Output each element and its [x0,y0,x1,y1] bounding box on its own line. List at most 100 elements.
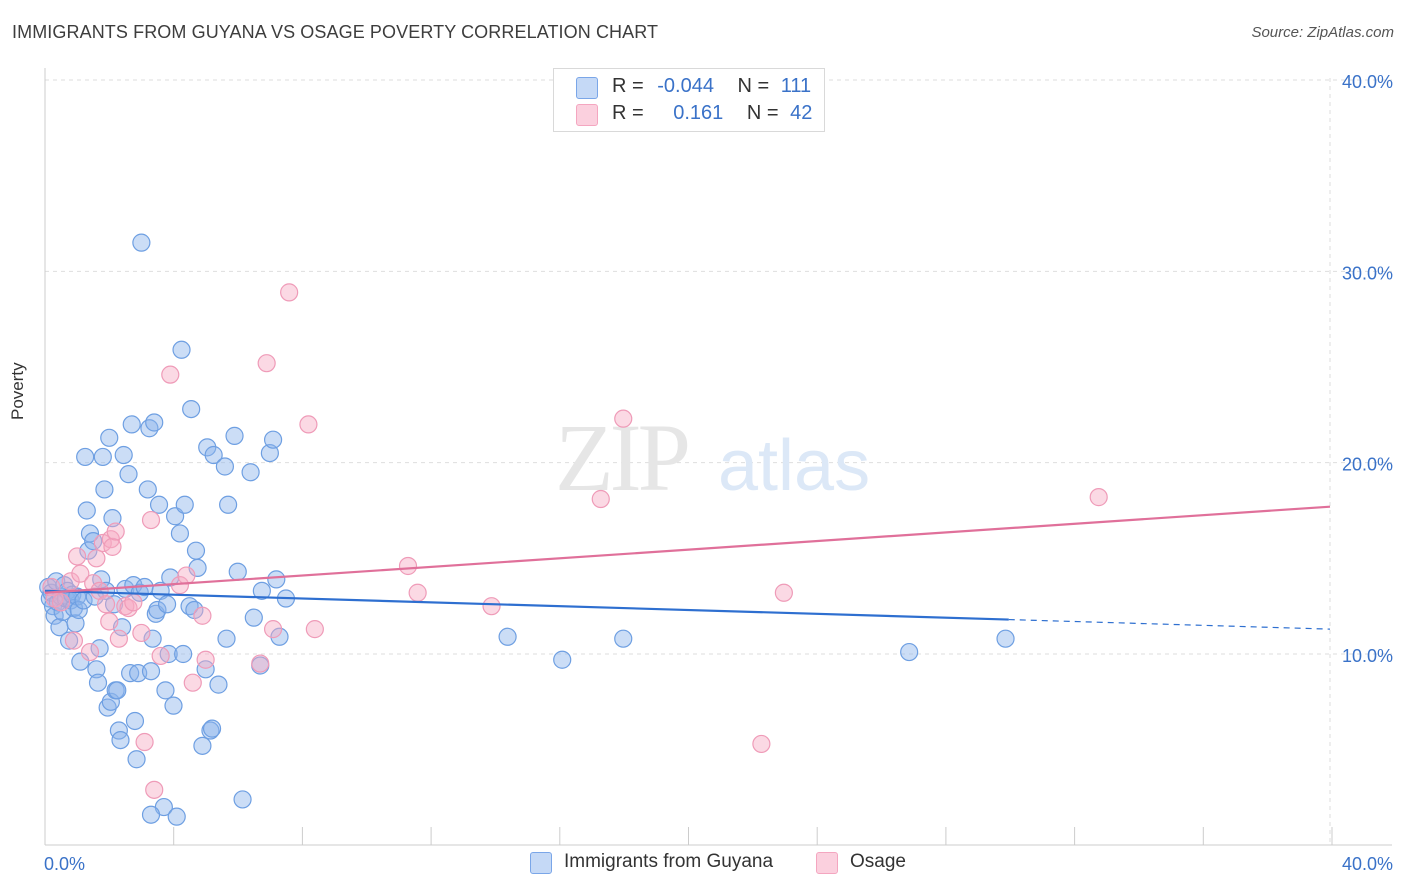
point-guyana [174,644,193,664]
watermark: ZIP atlas [555,404,870,511]
point-guyana [219,495,238,514]
legend-stats: R = -0.044 N = 111 R = 0.161 N = 42 [553,68,825,132]
point-osage [408,583,427,602]
point-guyana [217,629,236,648]
point-osage [193,606,212,625]
point-guyana [108,681,127,700]
source-label: Source: ZipAtlas.com [1251,24,1394,41]
legend-swatch-guyana [530,852,552,874]
legend-swatch-osage [576,104,598,126]
legend-r-label: R = [612,75,644,97]
point-guyana [103,509,122,528]
point-guyana [141,662,161,681]
point-guyana [164,696,183,715]
point-osage [96,595,116,614]
point-guyana [186,541,206,560]
series-osage [42,283,1108,799]
point-osage [151,646,170,666]
watermark-atlas: atlas [718,426,870,506]
point-osage [141,510,161,530]
point-osage [161,365,180,384]
point-guyana [156,681,175,700]
series-guyana [39,233,1015,826]
point-guyana [71,652,90,671]
chart-title: IMMIGRANTS FROM GUYANA VS OSAGE POVERTY … [12,22,659,42]
point-guyana [233,790,252,809]
point-guyana [209,675,228,694]
point-osage [614,409,633,428]
legend-swatch-osage [816,852,838,874]
x-tick-label: 0.0% [44,854,85,874]
grid-lines [45,78,1392,845]
point-guyana [87,660,106,679]
watermark-zip: ZIP [555,404,688,511]
point-osage [135,732,154,752]
point-osage [119,598,138,618]
point-osage [100,612,119,631]
trend-line-guyana-extension [1008,618,1331,630]
point-guyana [125,711,145,731]
point-guyana [111,730,130,750]
point-osage [51,593,71,612]
point-osage [103,537,122,556]
point-guyana [76,447,95,467]
x-tick-label: 40.0% [1342,854,1393,874]
point-guyana [90,639,109,658]
y-tick-label: 10.0% [1342,646,1393,666]
point-osage [64,631,84,650]
point-osage [591,489,610,509]
y-tick-label: 20.0% [1342,455,1393,475]
axes [44,68,1392,846]
legend-r-label: R = [612,102,644,124]
point-guyana [244,608,263,627]
point-guyana [119,465,138,484]
legend-swatch-guyana [576,77,598,99]
point-guyana [215,457,234,476]
point-osage [251,654,270,673]
point-osage [61,572,80,591]
point-guyana [900,642,919,662]
point-guyana [114,445,133,465]
point-osage [68,547,87,566]
point-osage [145,780,164,799]
point-guyana [59,631,79,650]
point-guyana [996,629,1015,648]
point-guyana [161,568,180,587]
point-guyana [141,805,161,824]
point-guyana [88,673,108,692]
point-guyana [498,627,517,646]
legend-label-osage: Osage [850,851,906,872]
point-guyana [225,426,244,445]
point-guyana [93,447,112,467]
point-guyana [122,415,141,434]
point-osage [1089,488,1108,507]
point-guyana [148,600,167,620]
point-guyana [182,399,201,419]
y-axis-label: Poverty [8,362,27,420]
point-guyana [167,807,186,826]
trend-lines [44,505,1331,630]
point-osage [196,650,215,669]
point-osage [106,522,125,541]
point-osage [124,593,143,612]
trend-line-osage [44,505,1331,594]
point-guyana [193,736,212,755]
point-osage [299,415,318,434]
point-osage [257,354,276,373]
point-osage [398,556,418,576]
legend-n-label: N = [746,102,779,124]
point-guyana [95,480,114,499]
point-guyana [101,692,120,711]
point-osage [305,620,324,639]
tick-labels: 10.0% 20.0% 30.0% 40.0% 0.0% 40.0% [44,72,1393,874]
point-guyana [614,629,633,648]
legend-r-value: 0.161 [673,102,724,124]
point-osage [263,620,283,639]
point-osage [132,623,151,643]
point-osage [482,597,501,616]
legend-n-label: N = [737,75,770,97]
point-guyana [202,719,222,738]
point-osage [774,583,793,602]
legend-label-guyana: Immigrants from Guyana [564,851,774,872]
